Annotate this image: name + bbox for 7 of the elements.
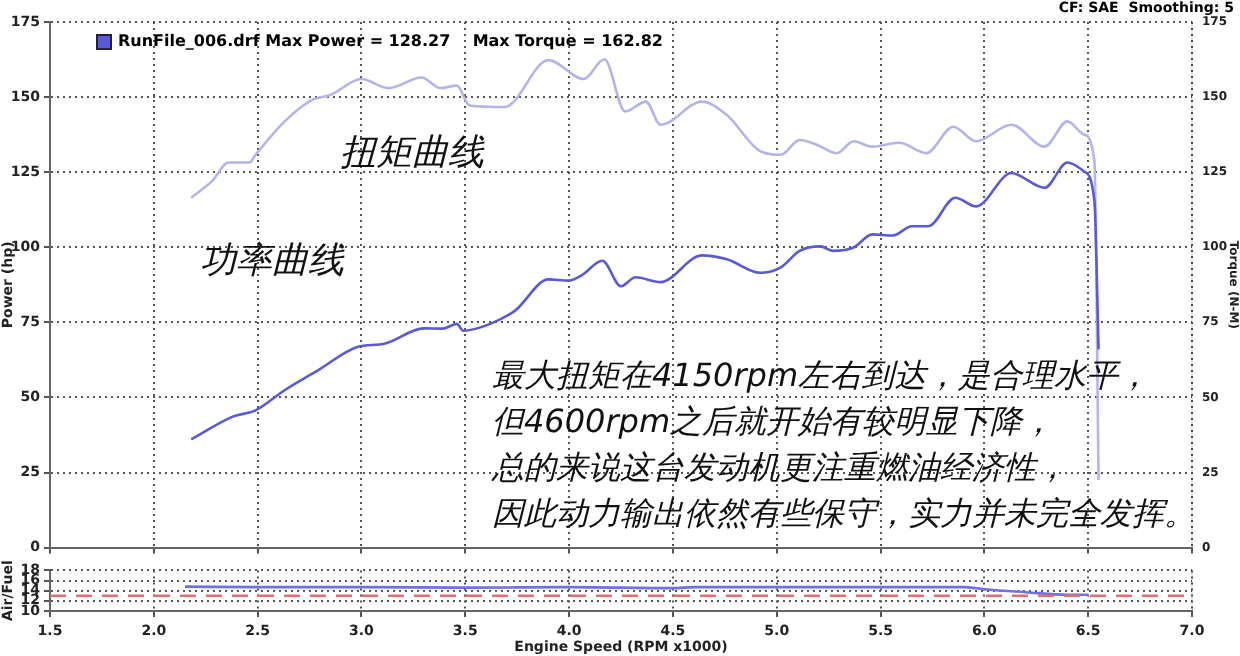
annotation: 功率曲线 <box>200 238 344 284</box>
annotation: 因此动力输出依然有些保守，实力并未完全发挥。 <box>492 494 1196 536</box>
annotation: 总的来说这台发动机更注重燃油经济性， <box>492 448 1068 490</box>
annotation: 但4600rpm之后就开始有较明显下降， <box>492 402 1055 444</box>
annotation: 最大扭矩在4150rpm左右到达，是合理水平， <box>492 356 1151 398</box>
annotation: 扭矩曲线 <box>340 130 484 176</box>
annotation: RunFile_006.drf Max Power = 128.27 Max Torque = 162.82 <box>118 32 663 50</box>
